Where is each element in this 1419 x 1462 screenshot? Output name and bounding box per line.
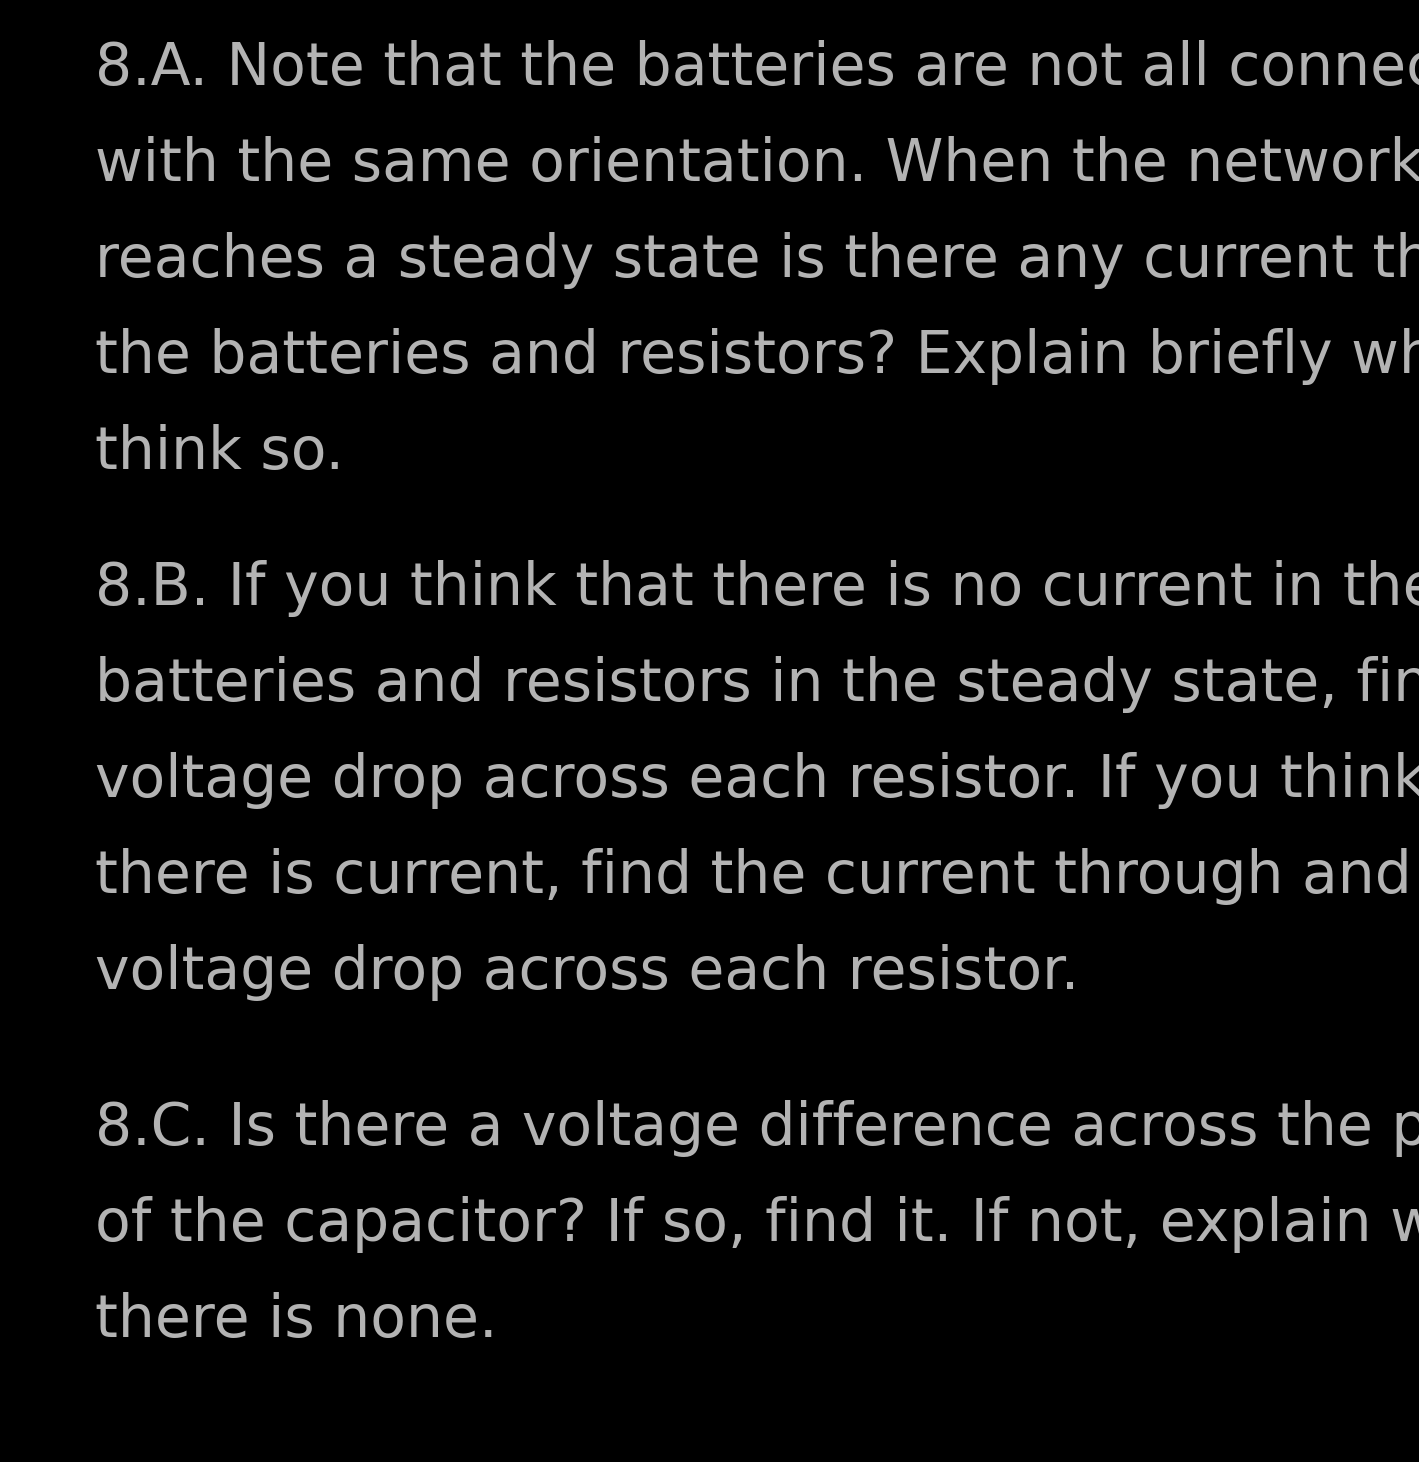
Text: batteries and resistors in the steady state, find the: batteries and resistors in the steady st… xyxy=(95,656,1419,713)
Text: voltage drop across each resistor.: voltage drop across each resistor. xyxy=(95,944,1080,1001)
Text: think so.: think so. xyxy=(95,424,343,481)
Text: there is none.: there is none. xyxy=(95,1292,498,1349)
Text: of the capacitor? If so, find it. If not, explain why: of the capacitor? If so, find it. If not… xyxy=(95,1196,1419,1253)
Text: reaches a steady state is there any current through: reaches a steady state is there any curr… xyxy=(95,232,1419,289)
Text: 8.A. Note that the batteries are not all connected: 8.A. Note that the batteries are not all… xyxy=(95,39,1419,96)
Text: there is current, find the current through and: there is current, find the current throu… xyxy=(95,848,1412,905)
Text: voltage drop across each resistor. If you think that: voltage drop across each resistor. If yo… xyxy=(95,751,1419,808)
Text: 8.C. Is there a voltage difference across the plates: 8.C. Is there a voltage difference acros… xyxy=(95,1099,1419,1156)
Text: with the same orientation. When the network: with the same orientation. When the netw… xyxy=(95,136,1419,193)
Text: 8.B. If you think that there is no current in the: 8.B. If you think that there is no curre… xyxy=(95,560,1419,617)
Text: the batteries and resistors? Explain briefly why you: the batteries and resistors? Explain bri… xyxy=(95,327,1419,385)
